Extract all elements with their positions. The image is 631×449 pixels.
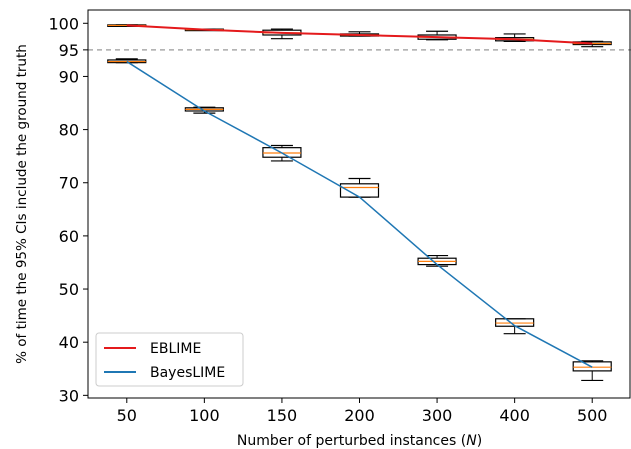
x-tick-label: 300 [422,406,453,425]
x-tick-label: 200 [344,406,375,425]
y-tick-label: 60 [59,227,79,246]
x-tick-label: 500 [577,406,608,425]
box-body [572,361,612,372]
series-line-eblime [126,24,593,45]
y-tick-label: 90 [59,67,79,86]
y-tick-label: 80 [59,121,79,140]
y-tick-label: 50 [59,280,79,299]
x-axis-label: Number of perturbed instances (N) [237,433,482,449]
box-body [339,183,380,198]
x-axis-label-text: Number of perturbed instances ( [237,433,466,449]
x-tick-label: 400 [499,406,530,425]
boxplot [262,144,302,162]
x-axis: 50 100 150 200 300 400 500 [117,398,608,425]
boxplot [417,254,457,267]
series-lines [126,24,593,368]
y-tick-label: 70 [59,174,79,193]
y-tick-label: 40 [59,333,79,352]
boxplot [339,177,380,198]
legend-label-eblime: EBLIME [150,341,201,357]
legend: EBLIME BayesLIME [95,332,244,387]
boxplots [107,24,612,382]
x-axis-label-variable: N [466,433,477,449]
series-line-bayeslime [126,60,593,368]
y-tick-label: 30 [59,386,79,405]
boxplot [417,30,457,41]
x-tick-label: 100 [189,406,220,425]
boxplot [572,360,612,382]
x-tick-label: 50 [117,406,137,425]
x-axis-label-end: ) [477,433,482,449]
y-tick-label: 100 [48,14,79,33]
y-tick-label: 95 [59,41,79,60]
y-axis-label: % of time the 95% CIs include the ground… [14,44,30,364]
x-tick-label: 150 [267,406,298,425]
legend-label-bayeslime: BayesLIME [150,365,225,381]
y-axis: 30 40 50 60 70 80 90 95 100 [48,14,88,405]
